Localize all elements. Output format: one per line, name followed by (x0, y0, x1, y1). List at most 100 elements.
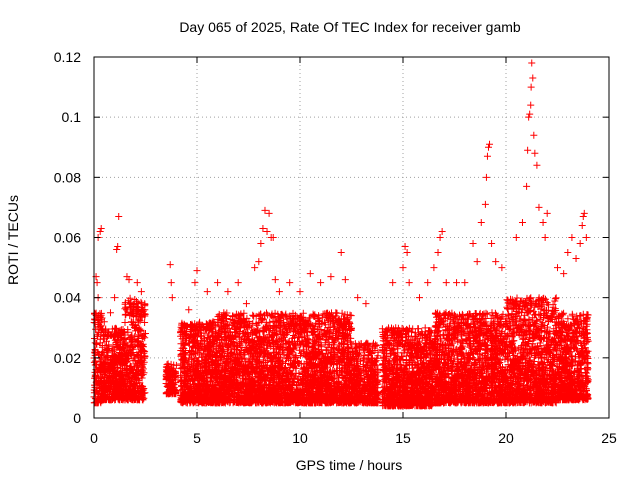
roti-outlier-point (526, 110, 534, 118)
roti-outlier-point (436, 234, 444, 241)
roti-outlier-point (354, 294, 362, 302)
roti-outlier-point (528, 59, 536, 67)
roti-outlier-point (484, 143, 492, 151)
y-tick-label: 0.06 (54, 230, 81, 246)
points-layer (90, 59, 592, 410)
y-axis-label: ROTI / TECUs (5, 195, 21, 285)
roti-outlier-point (337, 249, 345, 257)
roti-outlier-point (389, 279, 397, 287)
roti-outlier-point (362, 300, 370, 308)
roti-outlier-point (539, 218, 547, 226)
roti-outlier-point (271, 276, 279, 284)
roti-outlier-point (257, 240, 265, 248)
y-tick-label: 0.08 (54, 169, 81, 185)
roti-outlier-point (424, 279, 432, 287)
roti-outlier-point (529, 74, 537, 82)
roti-outlier-point (255, 258, 263, 266)
roti-outlier-point (133, 279, 141, 287)
roti-outlier-point (492, 258, 500, 266)
roti-outlier-point (438, 227, 446, 235)
y-tick-label: 0.1 (62, 109, 82, 125)
roti-outlier-point (185, 306, 193, 314)
roti-outlier-point (125, 276, 133, 284)
x-axis-label: GPS time / hours (296, 457, 403, 473)
roti-outlier-point (203, 288, 211, 296)
roti-outlier-point (572, 255, 580, 263)
roti-outlier-point (568, 234, 576, 241)
roti-outlier-point (582, 234, 590, 241)
roti-outlier-point (224, 288, 232, 296)
roti-outlier-point (469, 240, 477, 248)
roti-outlier-point (193, 267, 201, 275)
roti-outlier-point (580, 209, 588, 217)
x-tick-label: 15 (395, 430, 411, 446)
roti-outlier-point (554, 264, 561, 272)
roti-outlier-point (234, 279, 242, 287)
roti-outlier-point (261, 206, 269, 214)
roti-outlier-point (415, 294, 423, 302)
roti-outlier-point (405, 279, 413, 287)
roti-outlier-point (113, 246, 121, 254)
roti-outlier-point (263, 227, 271, 235)
roti-outlier-point (114, 243, 122, 251)
roti-outlier-point (579, 212, 587, 220)
y-tick-label: 0 (73, 410, 81, 426)
roti-outlier-point (442, 279, 450, 287)
roti-outlier-point (477, 218, 485, 226)
roti-outlier-point (100, 318, 108, 326)
y-tick-label: 0.02 (54, 350, 81, 366)
roti-outlier-point (168, 294, 176, 302)
roti-outlier-point (430, 264, 438, 272)
roti-outlier-point (269, 234, 277, 241)
roti-outlier-point (533, 161, 541, 169)
roti-outlier-point (341, 276, 349, 284)
roti-outlier-point (327, 273, 335, 281)
axes-layer: 0 5 10 15 20 25 0 0.02 0.04 0.06 0.08 0.1 0.12 (54, 49, 617, 446)
roti-outlier-point (166, 261, 174, 269)
roti-outlier-point (576, 240, 584, 248)
roti-outlier-point (317, 279, 325, 287)
roti-outlier-point (482, 173, 490, 181)
roti-outlier-point (524, 146, 532, 154)
roti-outlier-point (578, 221, 586, 229)
roti-outlier-point (242, 300, 250, 308)
roti-outlier-point (399, 264, 407, 272)
y-tick-label: 0.04 (54, 290, 81, 306)
roti-outlier-point (560, 270, 568, 278)
roti-outlier-point (167, 279, 175, 287)
roti-outlier-point (512, 234, 520, 241)
roti-outlier-point (137, 288, 145, 296)
roti-outlier-point (93, 279, 101, 287)
roti-outlier-point (306, 270, 314, 278)
roti-outlier-point (265, 209, 273, 217)
roti-outlier-point (106, 309, 114, 317)
roti-outlier-point (461, 279, 469, 287)
roti-outlier-point (486, 140, 494, 148)
roti-outlier-point (481, 200, 489, 208)
roti-outlier-point (179, 324, 187, 332)
roti-outlier-point (401, 243, 409, 251)
roti-outlier-point (214, 279, 222, 287)
x-tick-label: 25 (601, 430, 617, 446)
roti-outlier-point (525, 113, 533, 121)
roti-outlier-point (96, 227, 104, 235)
roti-outlier-point (434, 249, 442, 257)
roti-outlier-point (523, 182, 531, 190)
roti-outlier-point (191, 279, 199, 287)
roti-outlier-point (530, 131, 538, 139)
roti-outlier-point (296, 288, 304, 296)
roti-outlier-point (286, 279, 294, 287)
roti-outlier-point (403, 249, 411, 257)
roti-outlier-point (518, 218, 526, 226)
x-tick-label: 10 (292, 430, 308, 446)
roti-outlier-point (498, 264, 506, 272)
roti-outlier-point (564, 249, 572, 257)
roti-outlier-point (259, 224, 267, 232)
roti-outlier-point (453, 279, 461, 287)
x-tick-label: 0 (90, 430, 98, 446)
chart-title: Day 065 of 2025, Rate Of TEC Index for r… (179, 19, 521, 35)
roti-outlier-point (473, 258, 481, 266)
roti-outlier-point (97, 224, 105, 232)
roti-outlier-point (111, 294, 119, 302)
roti-outlier-point (541, 234, 549, 241)
